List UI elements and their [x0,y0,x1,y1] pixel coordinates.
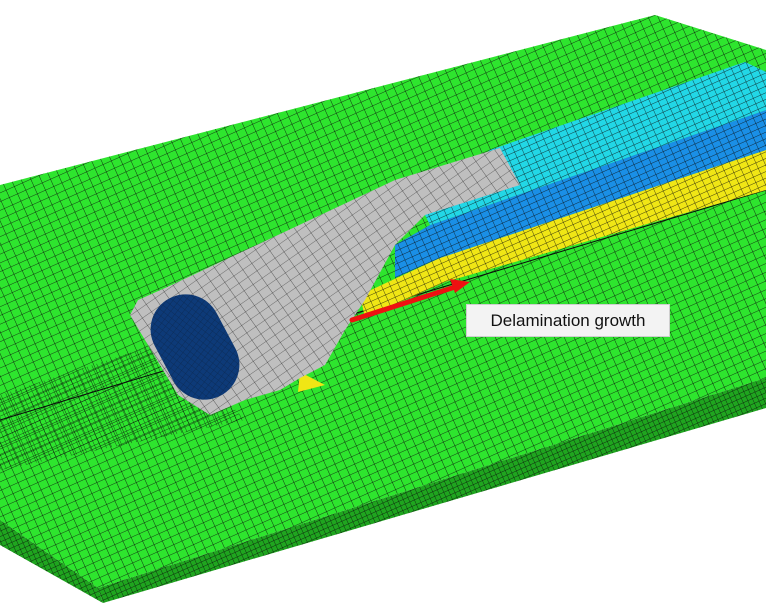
flange-runout [130,148,520,415]
delamination-arrow [349,279,470,323]
cutout-mesh [150,294,240,400]
skin-left-mesh [0,520,103,603]
stringer-cyan-cap-mesh [490,62,766,160]
arrow-head [450,279,470,293]
stringer-blue-mesh [395,110,766,278]
delamination-label: Delamination growth [466,304,670,337]
arrow-shaft [349,284,458,323]
stringer-yellow-mesh [360,150,766,318]
flange-yellow-edge [298,372,325,392]
skin-front-mesh [98,378,766,603]
delamination-label-text: Delamination growth [490,310,646,330]
